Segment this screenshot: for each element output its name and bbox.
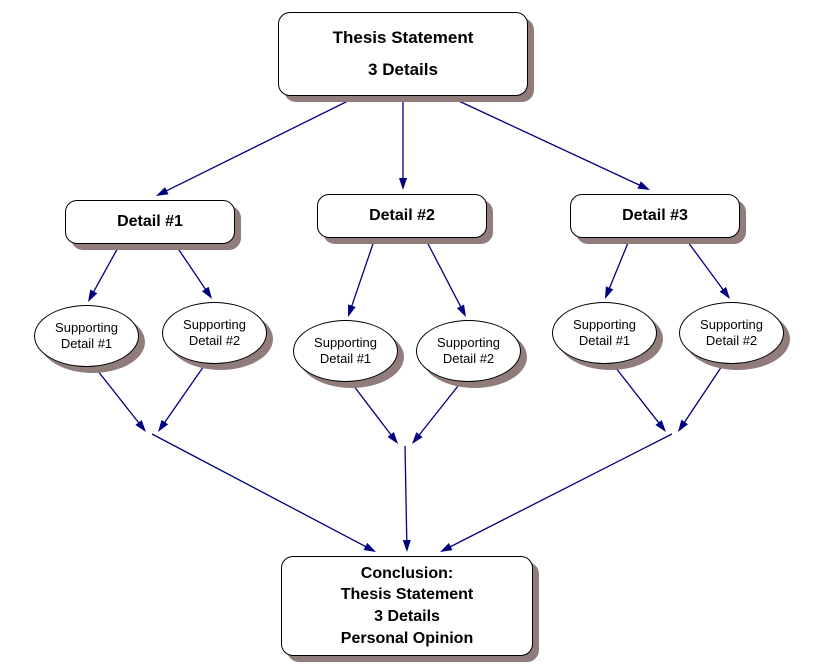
sd2b-node: Supporting Detail #2 [416, 320, 521, 382]
sd3a-node: Supporting Detail #1 [552, 302, 657, 364]
sd1a-l1: Supporting [55, 320, 118, 336]
sd2b-l1: Supporting [437, 335, 500, 351]
sd1b-l2: Detail #2 [189, 333, 240, 349]
sd1b-l1: Supporting [183, 317, 246, 333]
detail1-node: Detail #1 [65, 200, 235, 244]
detail2-node: Detail #2 [317, 194, 487, 238]
sd2b-l2: Detail #2 [443, 351, 494, 367]
sd1a-l2: Detail #1 [61, 336, 112, 352]
sd3a-l1: Supporting [573, 317, 636, 333]
conclusion-l4: Personal Opinion [341, 628, 473, 650]
thesis-line2: 3 Details [368, 59, 438, 81]
conclusion-l3: 3 Details [374, 606, 440, 628]
sd3a-l2: Detail #1 [579, 333, 630, 349]
detail1-label: Detail #1 [117, 213, 183, 231]
thesis-line1: Thesis Statement [333, 27, 474, 49]
detail3-label: Detail #3 [622, 207, 688, 225]
conclusion-node: Conclusion: Thesis Statement 3 Details P… [281, 556, 533, 656]
sd3b-l1: Supporting [700, 317, 763, 333]
sd2a-node: Supporting Detail #1 [293, 320, 398, 382]
sd2a-l1: Supporting [314, 335, 377, 351]
conclusion-l2: Thesis Statement [341, 584, 473, 606]
sd3b-node: Supporting Detail #2 [679, 302, 784, 364]
sd1a-node: Supporting Detail #1 [34, 305, 139, 367]
sd2a-l2: Detail #1 [320, 351, 371, 367]
thesis-node: Thesis Statement 3 Details [278, 12, 528, 96]
detail2-label: Detail #2 [369, 207, 435, 225]
detail3-node: Detail #3 [570, 194, 740, 238]
sd3b-l2: Detail #2 [706, 333, 757, 349]
conclusion-l1: Conclusion: [361, 563, 453, 585]
sd1b-node: Supporting Detail #2 [162, 302, 267, 364]
